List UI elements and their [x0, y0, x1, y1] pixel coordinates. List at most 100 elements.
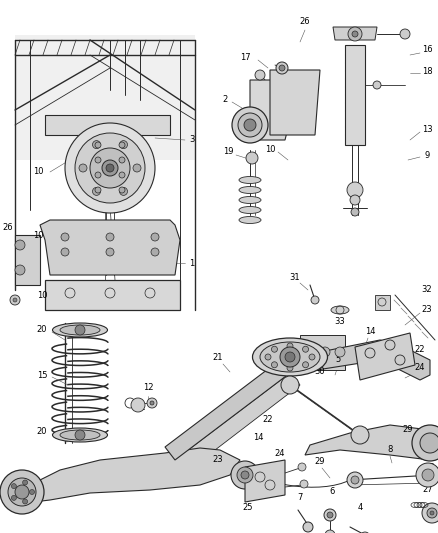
- Text: 12: 12: [143, 384, 153, 392]
- Circle shape: [106, 233, 114, 241]
- Circle shape: [280, 347, 300, 367]
- Text: 10: 10: [265, 146, 275, 155]
- Circle shape: [285, 352, 295, 362]
- Text: 10: 10: [33, 230, 43, 239]
- Circle shape: [422, 503, 438, 523]
- Circle shape: [92, 141, 100, 149]
- Circle shape: [13, 298, 17, 302]
- Text: 16: 16: [422, 45, 432, 54]
- Circle shape: [106, 164, 114, 172]
- Circle shape: [395, 355, 405, 365]
- Circle shape: [300, 480, 308, 488]
- Text: 26: 26: [3, 223, 13, 232]
- Polygon shape: [15, 35, 195, 160]
- Circle shape: [244, 119, 256, 131]
- Circle shape: [281, 376, 299, 394]
- Text: 33: 33: [335, 318, 346, 327]
- Circle shape: [416, 463, 438, 487]
- Text: 32: 32: [422, 286, 432, 295]
- Text: 27: 27: [423, 486, 433, 495]
- Text: 21: 21: [213, 353, 223, 362]
- Circle shape: [255, 70, 265, 80]
- Polygon shape: [175, 373, 300, 473]
- Circle shape: [351, 476, 359, 484]
- Circle shape: [305, 347, 315, 357]
- Polygon shape: [305, 425, 435, 460]
- Text: 14: 14: [253, 432, 263, 441]
- Circle shape: [373, 81, 381, 89]
- Circle shape: [427, 508, 437, 518]
- Polygon shape: [15, 235, 40, 285]
- Ellipse shape: [239, 206, 261, 214]
- Circle shape: [15, 265, 25, 275]
- Polygon shape: [245, 460, 285, 502]
- Text: 3: 3: [189, 135, 194, 144]
- Circle shape: [231, 461, 259, 489]
- Text: 8: 8: [387, 446, 393, 455]
- Circle shape: [325, 530, 335, 533]
- Circle shape: [8, 478, 36, 506]
- Text: 10: 10: [37, 290, 47, 300]
- Circle shape: [15, 240, 25, 250]
- Ellipse shape: [239, 176, 261, 183]
- Circle shape: [15, 485, 29, 499]
- Polygon shape: [355, 333, 415, 380]
- Circle shape: [311, 296, 319, 304]
- Text: 28: 28: [425, 464, 435, 472]
- Circle shape: [272, 362, 277, 368]
- Circle shape: [119, 157, 125, 163]
- Ellipse shape: [53, 428, 107, 442]
- Circle shape: [352, 31, 358, 37]
- Ellipse shape: [60, 430, 100, 440]
- Circle shape: [119, 142, 125, 148]
- Ellipse shape: [260, 342, 320, 372]
- Circle shape: [351, 208, 359, 216]
- Text: 5: 5: [336, 356, 341, 365]
- Polygon shape: [165, 360, 290, 460]
- Circle shape: [11, 483, 16, 489]
- Circle shape: [347, 472, 363, 488]
- Ellipse shape: [252, 338, 328, 376]
- Polygon shape: [15, 448, 240, 503]
- Circle shape: [385, 340, 395, 350]
- Circle shape: [61, 233, 69, 241]
- Circle shape: [287, 365, 293, 371]
- Polygon shape: [333, 27, 377, 40]
- Text: 29: 29: [403, 425, 413, 434]
- Circle shape: [309, 354, 315, 360]
- Circle shape: [420, 433, 438, 453]
- Ellipse shape: [53, 323, 107, 337]
- Circle shape: [303, 346, 308, 352]
- Circle shape: [147, 398, 157, 408]
- Circle shape: [61, 248, 69, 256]
- Text: 31: 31: [290, 273, 300, 282]
- Text: 20: 20: [37, 326, 47, 335]
- Ellipse shape: [60, 325, 100, 335]
- Circle shape: [303, 362, 308, 368]
- Circle shape: [150, 401, 154, 405]
- Circle shape: [276, 62, 288, 74]
- Circle shape: [75, 133, 145, 203]
- Circle shape: [95, 142, 101, 148]
- Circle shape: [95, 187, 101, 193]
- Text: 25: 25: [243, 504, 253, 513]
- Text: 24: 24: [275, 448, 285, 457]
- Circle shape: [246, 152, 258, 164]
- Circle shape: [232, 107, 268, 143]
- Circle shape: [241, 471, 249, 479]
- Circle shape: [347, 182, 363, 198]
- Circle shape: [237, 467, 253, 483]
- Circle shape: [79, 164, 87, 172]
- Circle shape: [400, 29, 410, 39]
- Circle shape: [348, 27, 362, 41]
- Circle shape: [131, 398, 145, 412]
- Text: 29: 29: [315, 457, 325, 466]
- Text: 22: 22: [263, 416, 273, 424]
- Circle shape: [287, 343, 293, 349]
- Circle shape: [10, 295, 20, 305]
- Circle shape: [0, 470, 44, 514]
- Circle shape: [238, 113, 262, 137]
- Circle shape: [75, 325, 85, 335]
- Circle shape: [92, 188, 100, 196]
- Text: 22: 22: [415, 345, 425, 354]
